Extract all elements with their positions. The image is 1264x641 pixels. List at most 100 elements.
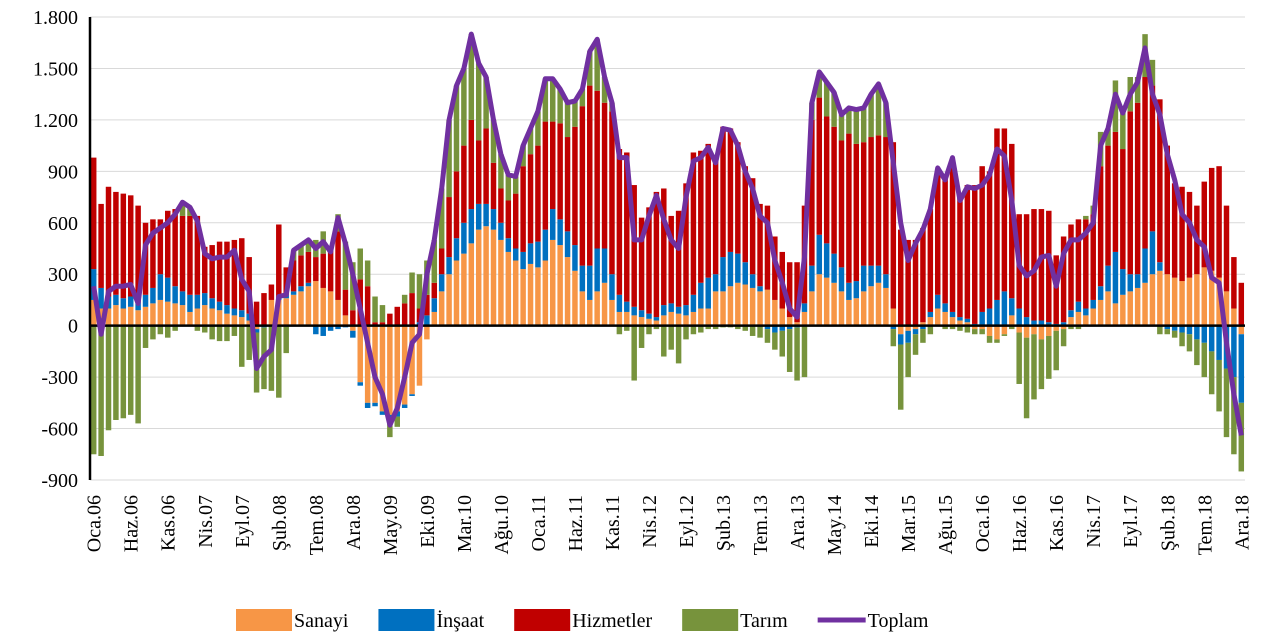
bar bbox=[1016, 325, 1022, 333]
bar bbox=[157, 274, 164, 300]
bar bbox=[246, 320, 252, 326]
x-tick-label: Ağu.10 bbox=[491, 495, 513, 554]
bar bbox=[786, 325, 793, 330]
y-tick-label: 600 bbox=[48, 213, 78, 235]
bar bbox=[609, 299, 615, 326]
bar bbox=[727, 251, 734, 287]
bar bbox=[239, 310, 245, 318]
bar bbox=[1120, 106, 1126, 150]
bar bbox=[1142, 248, 1148, 283]
y-tick-label: 900 bbox=[48, 161, 78, 183]
bar bbox=[942, 174, 948, 304]
bar bbox=[742, 284, 748, 326]
bar bbox=[1031, 320, 1037, 326]
bar bbox=[261, 293, 267, 326]
bar bbox=[542, 260, 549, 326]
bar bbox=[823, 243, 830, 278]
bar bbox=[127, 325, 134, 415]
bar bbox=[801, 303, 808, 312]
bar bbox=[986, 308, 993, 326]
bar bbox=[986, 325, 993, 336]
bar bbox=[757, 203, 763, 287]
bar bbox=[860, 291, 867, 326]
bar bbox=[1075, 311, 1082, 326]
bar bbox=[357, 248, 363, 280]
bar bbox=[557, 123, 563, 220]
bar bbox=[453, 85, 460, 172]
bar bbox=[379, 322, 386, 326]
bar bbox=[216, 310, 223, 326]
bar bbox=[1060, 322, 1067, 326]
bar bbox=[712, 274, 719, 292]
bar bbox=[749, 178, 756, 275]
y-tick-label: 1.800 bbox=[33, 7, 78, 29]
bar bbox=[735, 253, 741, 283]
bar bbox=[372, 322, 378, 326]
bar bbox=[875, 135, 882, 266]
bar bbox=[1053, 330, 1059, 371]
bar bbox=[202, 305, 208, 326]
bar bbox=[831, 253, 837, 283]
bar bbox=[557, 245, 563, 326]
bar bbox=[1186, 325, 1193, 335]
bar bbox=[801, 325, 808, 378]
bar bbox=[468, 209, 475, 244]
x-tick-label: Eki.14 bbox=[861, 495, 883, 548]
bar bbox=[668, 303, 674, 312]
bar bbox=[742, 325, 748, 331]
bar bbox=[505, 251, 512, 326]
bar bbox=[601, 102, 608, 249]
bar bbox=[601, 77, 608, 103]
bar bbox=[527, 128, 534, 155]
bar bbox=[498, 188, 504, 223]
bar bbox=[276, 325, 282, 398]
bar bbox=[372, 296, 378, 323]
bar bbox=[120, 193, 127, 299]
bar bbox=[1068, 325, 1074, 330]
bar bbox=[735, 142, 741, 254]
bar bbox=[165, 277, 171, 302]
bar bbox=[379, 411, 386, 415]
bar bbox=[431, 298, 438, 312]
bar bbox=[564, 257, 571, 326]
bar bbox=[764, 325, 771, 330]
bar bbox=[350, 262, 356, 311]
bar bbox=[794, 322, 800, 326]
bar bbox=[979, 325, 985, 330]
line bbox=[91, 31, 1244, 436]
bar bbox=[994, 325, 1000, 340]
bar bbox=[1194, 325, 1200, 340]
bar bbox=[535, 111, 541, 146]
bar bbox=[1142, 77, 1148, 249]
bar bbox=[431, 282, 438, 299]
bar bbox=[120, 308, 127, 326]
bar bbox=[883, 137, 889, 275]
bar bbox=[127, 296, 134, 307]
bar bbox=[209, 325, 215, 340]
bar bbox=[1001, 128, 1008, 292]
bar bbox=[631, 325, 637, 381]
bar bbox=[638, 310, 645, 318]
bar bbox=[1068, 310, 1074, 318]
bar bbox=[675, 210, 682, 307]
bar bbox=[172, 209, 178, 287]
bar bbox=[683, 325, 689, 340]
bar bbox=[912, 325, 919, 330]
bar bbox=[127, 195, 134, 297]
bar bbox=[809, 119, 815, 266]
bar bbox=[1120, 269, 1126, 295]
bar bbox=[550, 239, 556, 326]
bar bbox=[594, 291, 600, 326]
bar bbox=[1009, 315, 1015, 326]
bar bbox=[1046, 322, 1052, 326]
bar bbox=[387, 325, 393, 415]
bar bbox=[1023, 317, 1030, 326]
bar bbox=[698, 325, 704, 333]
bar bbox=[216, 241, 223, 302]
bar bbox=[935, 308, 941, 326]
bar bbox=[105, 308, 112, 326]
bar bbox=[1105, 145, 1111, 266]
bar bbox=[594, 90, 600, 249]
bar bbox=[690, 152, 697, 295]
